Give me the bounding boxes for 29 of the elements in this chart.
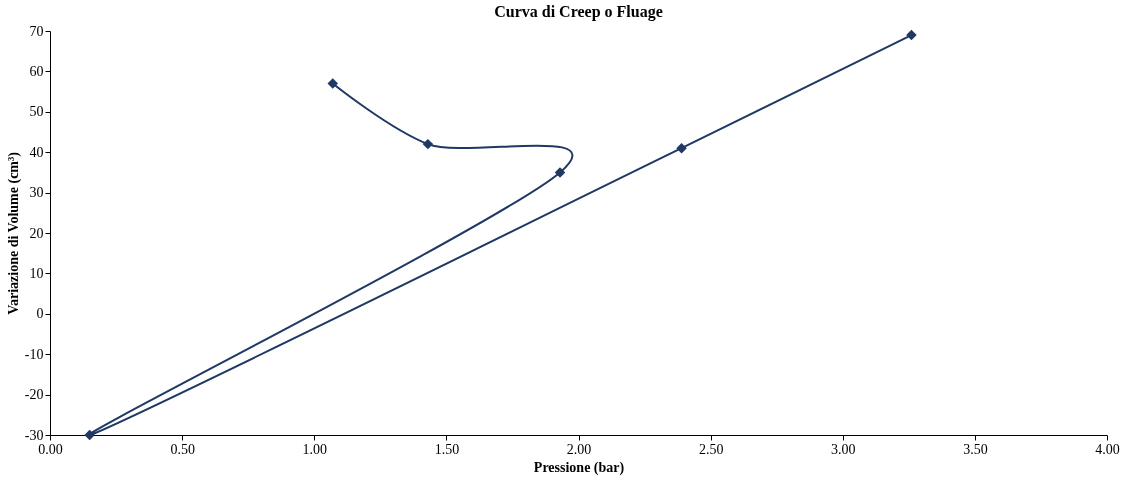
y-tick-label: 60	[29, 63, 44, 79]
x-tick-label: 2.50	[698, 441, 724, 457]
y-tick-label: -10	[24, 346, 44, 362]
y-tick-label: 40	[29, 144, 44, 160]
x-tick-label: 2.00	[566, 441, 592, 457]
x-axis-title: Pressione (bar)	[533, 459, 625, 476]
y-tick-label: 10	[29, 265, 44, 281]
x-tick-label: 3.50	[963, 441, 988, 457]
y-tick-label: 30	[29, 185, 44, 201]
point	[906, 29, 917, 41]
y-tick-label: -20	[24, 387, 44, 403]
point	[327, 78, 338, 89]
point	[422, 138, 434, 150]
chart-title: Curva di Creep o Fluage	[494, 3, 663, 21]
point	[554, 167, 566, 178]
x-tick-label: 0.50	[170, 441, 195, 457]
x-tick-label: 1.00	[302, 441, 327, 457]
y-tick-label: 0	[36, 306, 44, 322]
point	[84, 429, 95, 441]
y-tick-label: 50	[29, 104, 44, 120]
point	[676, 142, 687, 154]
x-tick-label: 3.00	[831, 441, 856, 457]
y-axis-title: Variazione di Volume (cm³)	[5, 151, 22, 315]
x-tick-label: 1.50	[434, 441, 460, 457]
x-tick-label: 0.00	[38, 441, 63, 457]
x-tick-label: 4.00	[1095, 441, 1120, 457]
y-tick-label: 70	[29, 23, 44, 39]
y-tick-label: 20	[29, 225, 44, 241]
y-tick-label: -30	[24, 427, 44, 443]
